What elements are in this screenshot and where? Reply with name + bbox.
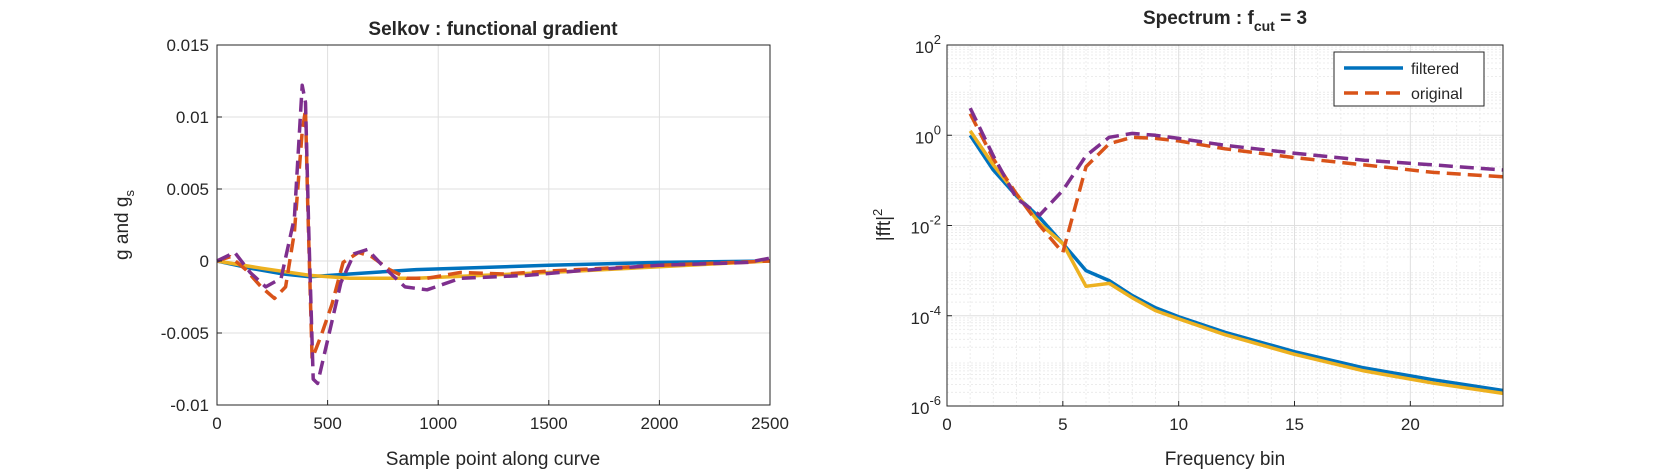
gradient-series-line-1 (216, 259, 771, 279)
gradient-chart: 0 500 1000 1500 2000 2500 -0.01 -0.005 0 0.005 0.0… (112, 19, 789, 470)
gradient-y-tick-label: -0.01 (170, 396, 209, 415)
spectrum-x-tick-label: 5 (1058, 415, 1067, 434)
spectrum-y-tick-base: 10 (911, 219, 930, 238)
legend-original-label: original (1411, 86, 1463, 103)
gradient-y-tick-label: 0.005 (166, 180, 209, 199)
gradient-axes-box (216, 44, 771, 406)
gradient-y-tick-label: 0.01 (176, 108, 209, 127)
spectrum-y-tick-exponent: 2 (934, 32, 941, 47)
gradient-x-tick-label: 2000 (640, 414, 678, 433)
spectrum-legend: filtered original (1333, 51, 1485, 107)
spectrum-y-tick-base: 10 (915, 128, 934, 147)
gradient-chart-title: Selkov : functional gradient (368, 19, 618, 40)
gradient-y-tick-label: 0 (200, 252, 209, 271)
spectrum-y-tick-exponent: -6 (929, 393, 941, 408)
spectrum-x-tick-label: 10 (1169, 415, 1188, 434)
gradient-ticks: 0 500 1000 1500 2000 2500 -0.01 -0.005 0 0.005 0.0… (161, 36, 789, 433)
gradient-y-tick-label: -0.005 (161, 324, 209, 343)
spectrum-y-tick-label: 10-6 (911, 393, 941, 418)
legend-box (1333, 51, 1485, 107)
spectrum-y-tick-base: 10 (915, 38, 934, 57)
spectrum-y-tick-label: 10-2 (911, 213, 941, 238)
spectrum-series-group (968, 107, 1504, 396)
spectrum-y-tick-exponent: -4 (929, 303, 941, 318)
spectrum-x-tick-label: 15 (1285, 415, 1304, 434)
gradient-series-group (216, 83, 771, 386)
spectrum-y-axis-label: |fft|2 (870, 209, 895, 242)
spectrum-y-tick-label: 102 (915, 32, 941, 57)
gradient-x-axis-label: Sample point along curve (386, 449, 600, 470)
spectrum-y-tick-label: 100 (915, 122, 941, 147)
gradient-y-tick-label: 0.015 (166, 36, 209, 55)
gradient-series-line-3 (216, 108, 771, 361)
spectrum-y-tick-exponent: -2 (929, 213, 941, 228)
spectrum-series-line-4 (968, 107, 1504, 217)
gradient-y-axis-label-main: g and g (112, 197, 133, 260)
spectrum-y-tick-base: 10 (911, 399, 930, 418)
spectrum-x-tick-label: 0 (942, 415, 951, 434)
spectrum-y-tick-label: 10-4 (911, 303, 941, 328)
spectrum-y-axis-label-superscript: 2 (870, 209, 885, 216)
gradient-y-axis-label-group: g and gs (112, 190, 137, 260)
gradient-x-tick-label: 1000 (419, 414, 457, 433)
gradient-y-axis-label-subscript: s (122, 190, 137, 197)
spectrum-y-axis-label-main: |fft| (874, 216, 895, 241)
spectrum-x-axis-label: Frequency bin (1165, 449, 1285, 470)
spectrum-y-axis-label-group: |fft|2 (870, 209, 895, 242)
spectrum-y-tick-exponent: 0 (934, 122, 941, 137)
gradient-x-tick-label: 500 (313, 414, 341, 433)
spectrum-x-tick-label: 20 (1401, 415, 1420, 434)
spectrum-chart-title: Spectrum : fcut = 3 (1143, 8, 1307, 34)
gradient-x-tick-label: 2500 (751, 414, 789, 433)
legend-filtered-label: filtered (1411, 61, 1459, 78)
spectrum-title-main: Spectrum : f (1143, 8, 1255, 29)
gradient-x-tick-label: 1500 (530, 414, 568, 433)
spectrum-y-tick-base: 10 (911, 309, 930, 328)
spectrum-title-subscript: cut (1254, 18, 1275, 34)
gradient-x-tick-label: 0 (212, 414, 221, 433)
gradient-y-axis-label: g and gs (112, 190, 137, 260)
gradient-series-line-4 (216, 83, 771, 386)
spectrum-title-tail: = 3 (1275, 8, 1307, 29)
